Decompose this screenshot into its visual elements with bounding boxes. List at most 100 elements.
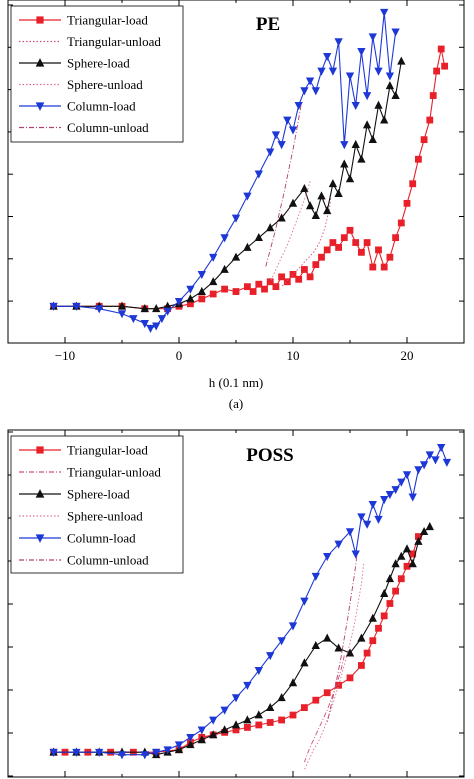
series-group-b <box>49 443 452 770</box>
data-point-b-0 <box>357 662 365 669</box>
data-point-a-4 <box>374 67 383 76</box>
data-point-a-4 <box>49 302 58 311</box>
data-point-b-4 <box>397 478 406 487</box>
data-point-a-0 <box>433 67 441 75</box>
data-point-b-2 <box>345 648 355 657</box>
data-point-b-4 <box>277 637 286 646</box>
data-point-b-4 <box>95 748 104 757</box>
data-point-a-4 <box>174 297 184 307</box>
data-point-a-4 <box>220 234 229 243</box>
legend-box-b <box>10 435 184 574</box>
legend-a: Triangular-load Triangular-unload Sphere-l… <box>10 5 184 143</box>
series-b-1 <box>303 655 345 763</box>
x-tick-label-a: 0 <box>176 348 183 363</box>
data-point-b-4 <box>345 528 355 537</box>
data-point-a-4 <box>157 315 167 324</box>
data-point-a-4 <box>140 319 149 329</box>
data-point-a-2 <box>277 213 286 222</box>
legend-label-a-1: Triangular-unload <box>67 34 161 49</box>
data-point-b-4 <box>402 471 412 480</box>
data-point-b-4 <box>368 500 377 510</box>
data-point-b-2 <box>288 678 298 687</box>
data-point-b-4 <box>152 748 161 757</box>
data-point-b-4 <box>254 667 263 676</box>
data-point-a-0 <box>414 155 422 163</box>
data-point-a-2 <box>351 139 360 148</box>
data-point-b-0 <box>300 704 308 711</box>
data-point-a-4 <box>129 315 138 324</box>
data-point-b-2 <box>397 551 406 560</box>
legend-label-b-1: Triangular-unload <box>67 465 161 480</box>
data-point-a-0 <box>420 136 428 144</box>
legend-label-b-5: Column-unload <box>67 553 149 568</box>
data-point-a-0 <box>266 278 274 286</box>
data-point-b-2 <box>254 710 263 719</box>
data-point-b-4 <box>391 486 400 495</box>
chart-a: −10 0 10 20 PE Triangular-load Triangular-un… <box>7 0 465 411</box>
data-point-b-4 <box>374 515 383 524</box>
data-point-b-4 <box>163 746 172 755</box>
data-point-b-4 <box>186 733 195 743</box>
data-point-b-0 <box>386 600 394 607</box>
data-point-a-4 <box>197 270 206 280</box>
data-point-a-0 <box>306 273 314 281</box>
data-point-a-0 <box>357 248 365 256</box>
data-point-a-0 <box>272 283 280 291</box>
data-point-a-2 <box>288 198 298 207</box>
data-point-b-0 <box>289 711 297 719</box>
data-point-b-4 <box>197 726 206 735</box>
series-line-b-5 <box>326 556 358 723</box>
y-ticks-b <box>8 431 464 777</box>
data-point-a-4 <box>231 214 241 223</box>
data-point-b-2 <box>380 588 389 597</box>
data-point-a-4 <box>271 131 281 140</box>
legend-marker-a-2 <box>35 58 45 67</box>
data-point-b-2 <box>425 521 434 531</box>
data-point-a-2 <box>209 277 218 286</box>
data-point-a-2 <box>328 179 338 188</box>
data-point-a-0 <box>346 226 354 234</box>
data-point-a-0 <box>289 270 297 278</box>
data-point-b-4 <box>266 652 275 661</box>
data-point-a-4 <box>340 141 349 150</box>
data-point-a-2 <box>243 242 252 251</box>
data-point-a-2 <box>345 174 355 183</box>
data-point-b-2 <box>357 633 366 642</box>
data-point-b-4 <box>220 706 229 715</box>
series-b-4 <box>49 443 452 760</box>
data-point-a-0 <box>312 261 320 269</box>
data-point-a-2 <box>305 201 315 210</box>
data-point-a-0 <box>363 239 371 246</box>
chart-title-a: PE <box>256 14 280 35</box>
data-point-b-0 <box>278 716 286 724</box>
data-point-b-2 <box>334 643 343 652</box>
data-point-a-0 <box>209 290 217 298</box>
data-point-a-0 <box>255 280 263 288</box>
series-line-b-3 <box>303 563 365 770</box>
data-point-b-4 <box>243 681 252 690</box>
series-a-2 <box>49 56 406 313</box>
data-point-b-4 <box>300 597 309 606</box>
data-point-b-4 <box>442 458 452 467</box>
data-point-b-4 <box>425 451 434 460</box>
data-point-b-4 <box>380 495 389 505</box>
data-point-a-2 <box>334 188 343 197</box>
data-point-a-0 <box>369 263 377 271</box>
data-point-a-4 <box>254 170 263 179</box>
data-point-a-2 <box>340 159 349 168</box>
data-point-a-2 <box>397 56 406 65</box>
legend-label-a-4: Column-load <box>67 99 136 114</box>
chart-b: POSS Triangular-load Triangular-unload Sph… <box>7 429 465 778</box>
data-point-a-4 <box>368 33 377 42</box>
legend-marker-b-4 <box>35 534 45 543</box>
legend-label-b-0: Triangular-load <box>67 443 148 458</box>
data-point-b-4 <box>437 443 446 453</box>
data-point-a-4 <box>152 322 161 331</box>
data-point-b-0 <box>312 696 320 704</box>
data-point-b-4 <box>385 491 395 500</box>
data-point-b-0 <box>243 724 251 731</box>
data-point-a-0 <box>318 253 325 261</box>
series-a-3 <box>269 181 311 282</box>
data-point-a-0 <box>340 234 348 242</box>
